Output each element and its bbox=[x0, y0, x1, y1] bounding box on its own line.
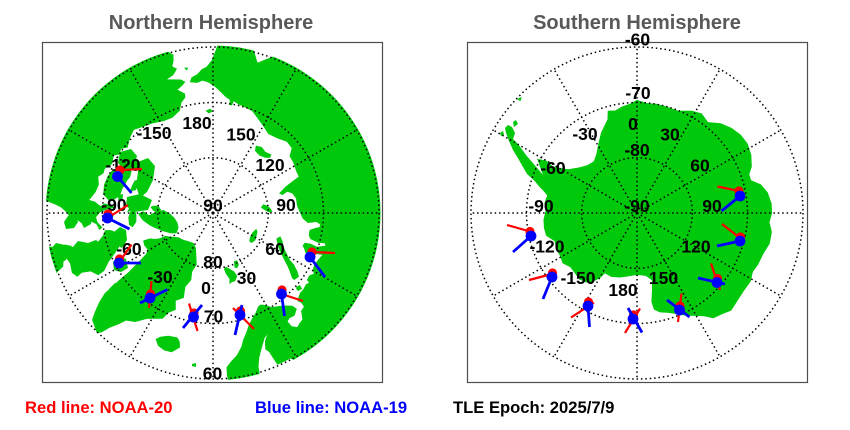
svg-text:Blue line: NOAA-19: Blue line: NOAA-19 bbox=[255, 398, 407, 417]
svg-text:0: 0 bbox=[628, 114, 638, 134]
svg-text:150: 150 bbox=[226, 125, 255, 145]
svg-text:-30: -30 bbox=[572, 124, 598, 144]
svg-text:Northern Hemisphere: Northern Hemisphere bbox=[109, 12, 314, 34]
svg-text:150: 150 bbox=[649, 268, 678, 288]
svg-text:120: 120 bbox=[681, 237, 710, 257]
svg-text:-80: -80 bbox=[624, 140, 650, 160]
svg-text:-150: -150 bbox=[136, 123, 171, 143]
svg-text:Red line: NOAA-20: Red line: NOAA-20 bbox=[25, 398, 173, 417]
svg-text:30: 30 bbox=[660, 125, 680, 145]
svg-text:-150: -150 bbox=[560, 268, 595, 288]
svg-text:180: 180 bbox=[182, 113, 211, 133]
svg-text:TLE Epoch: 2025/7/9: TLE Epoch: 2025/7/9 bbox=[453, 398, 614, 417]
svg-text:60: 60 bbox=[690, 156, 710, 176]
svg-text:90: 90 bbox=[203, 196, 223, 216]
svg-text:80: 80 bbox=[203, 252, 223, 272]
svg-text:-90: -90 bbox=[528, 196, 554, 216]
svg-text:0: 0 bbox=[201, 278, 211, 298]
svg-text:-30: -30 bbox=[147, 267, 173, 287]
svg-text:30: 30 bbox=[237, 268, 257, 288]
svg-text:-70: -70 bbox=[625, 83, 651, 103]
svg-text:-60: -60 bbox=[625, 30, 651, 50]
svg-text:-60: -60 bbox=[540, 158, 566, 178]
svg-text:180: 180 bbox=[608, 280, 637, 300]
svg-text:60: 60 bbox=[203, 364, 223, 384]
svg-text:Southern Hemisphere: Southern Hemisphere bbox=[533, 12, 741, 34]
svg-text:90: 90 bbox=[276, 195, 296, 215]
svg-text:60: 60 bbox=[265, 239, 285, 259]
svg-text:120: 120 bbox=[255, 155, 284, 175]
svg-text:-90: -90 bbox=[624, 196, 650, 216]
svg-text:90: 90 bbox=[702, 196, 722, 216]
svg-text:70: 70 bbox=[204, 307, 224, 327]
svg-text:-120: -120 bbox=[529, 237, 564, 257]
